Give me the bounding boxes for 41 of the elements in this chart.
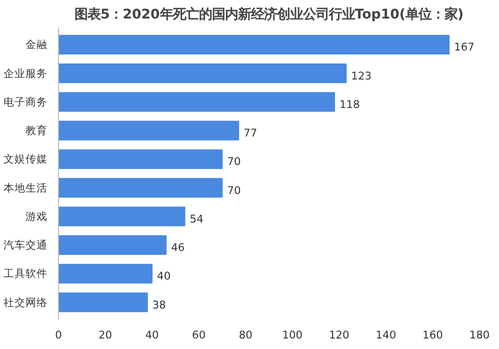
y-tick-label: 电子商务 <box>4 95 48 108</box>
data-label: 54 <box>190 212 204 226</box>
bar <box>58 292 148 312</box>
bar <box>58 120 240 140</box>
data-label: 167 <box>454 40 474 54</box>
y-tick-label: 教育 <box>26 124 48 138</box>
data-label: 38 <box>152 298 166 312</box>
chart-title: 图表5：2020年死亡的国内新经济创业公司行业Top10(单位：家) <box>74 6 464 22</box>
x-tick-label: 100 <box>282 328 303 342</box>
bar <box>58 264 153 284</box>
y-tick-label: 工具软件 <box>4 267 48 280</box>
x-tick-label: 60 <box>192 328 206 342</box>
x-tick-label: 20 <box>98 328 112 342</box>
y-tick-label: 金融 <box>26 38 48 52</box>
y-tick-label: 企业服务 <box>4 66 48 80</box>
data-label: 118 <box>339 98 360 111</box>
bar <box>58 178 223 198</box>
data-label: 77 <box>244 126 258 140</box>
x-tick-label: 80 <box>238 328 253 342</box>
x-tick-label: 0 <box>55 328 62 342</box>
y-tick-label: 文娱传媒 <box>4 152 48 166</box>
data-label: 123 <box>351 69 372 82</box>
bar <box>58 34 450 54</box>
x-tick-label: 120 <box>328 328 350 342</box>
data-label: 70 <box>227 155 241 168</box>
x-tick-label: 160 <box>422 328 444 342</box>
y-tick-label: 社交网络 <box>4 296 48 309</box>
x-tick-label: 140 <box>376 328 396 342</box>
x-tick-label: 180 <box>469 328 490 342</box>
data-label: 46 <box>171 241 185 254</box>
bar <box>58 235 167 255</box>
data-label: 40 <box>157 270 171 283</box>
y-tick-label: 汽车交通 <box>4 238 48 252</box>
bar <box>58 64 347 84</box>
y-tick-label: 游戏 <box>26 210 48 223</box>
x-tick-label: 40 <box>145 328 160 342</box>
y-tick-label: 本地生活 <box>4 181 48 194</box>
bar <box>58 92 335 112</box>
bar <box>58 149 223 169</box>
data-label: 70 <box>227 184 241 197</box>
bar <box>58 206 186 226</box>
